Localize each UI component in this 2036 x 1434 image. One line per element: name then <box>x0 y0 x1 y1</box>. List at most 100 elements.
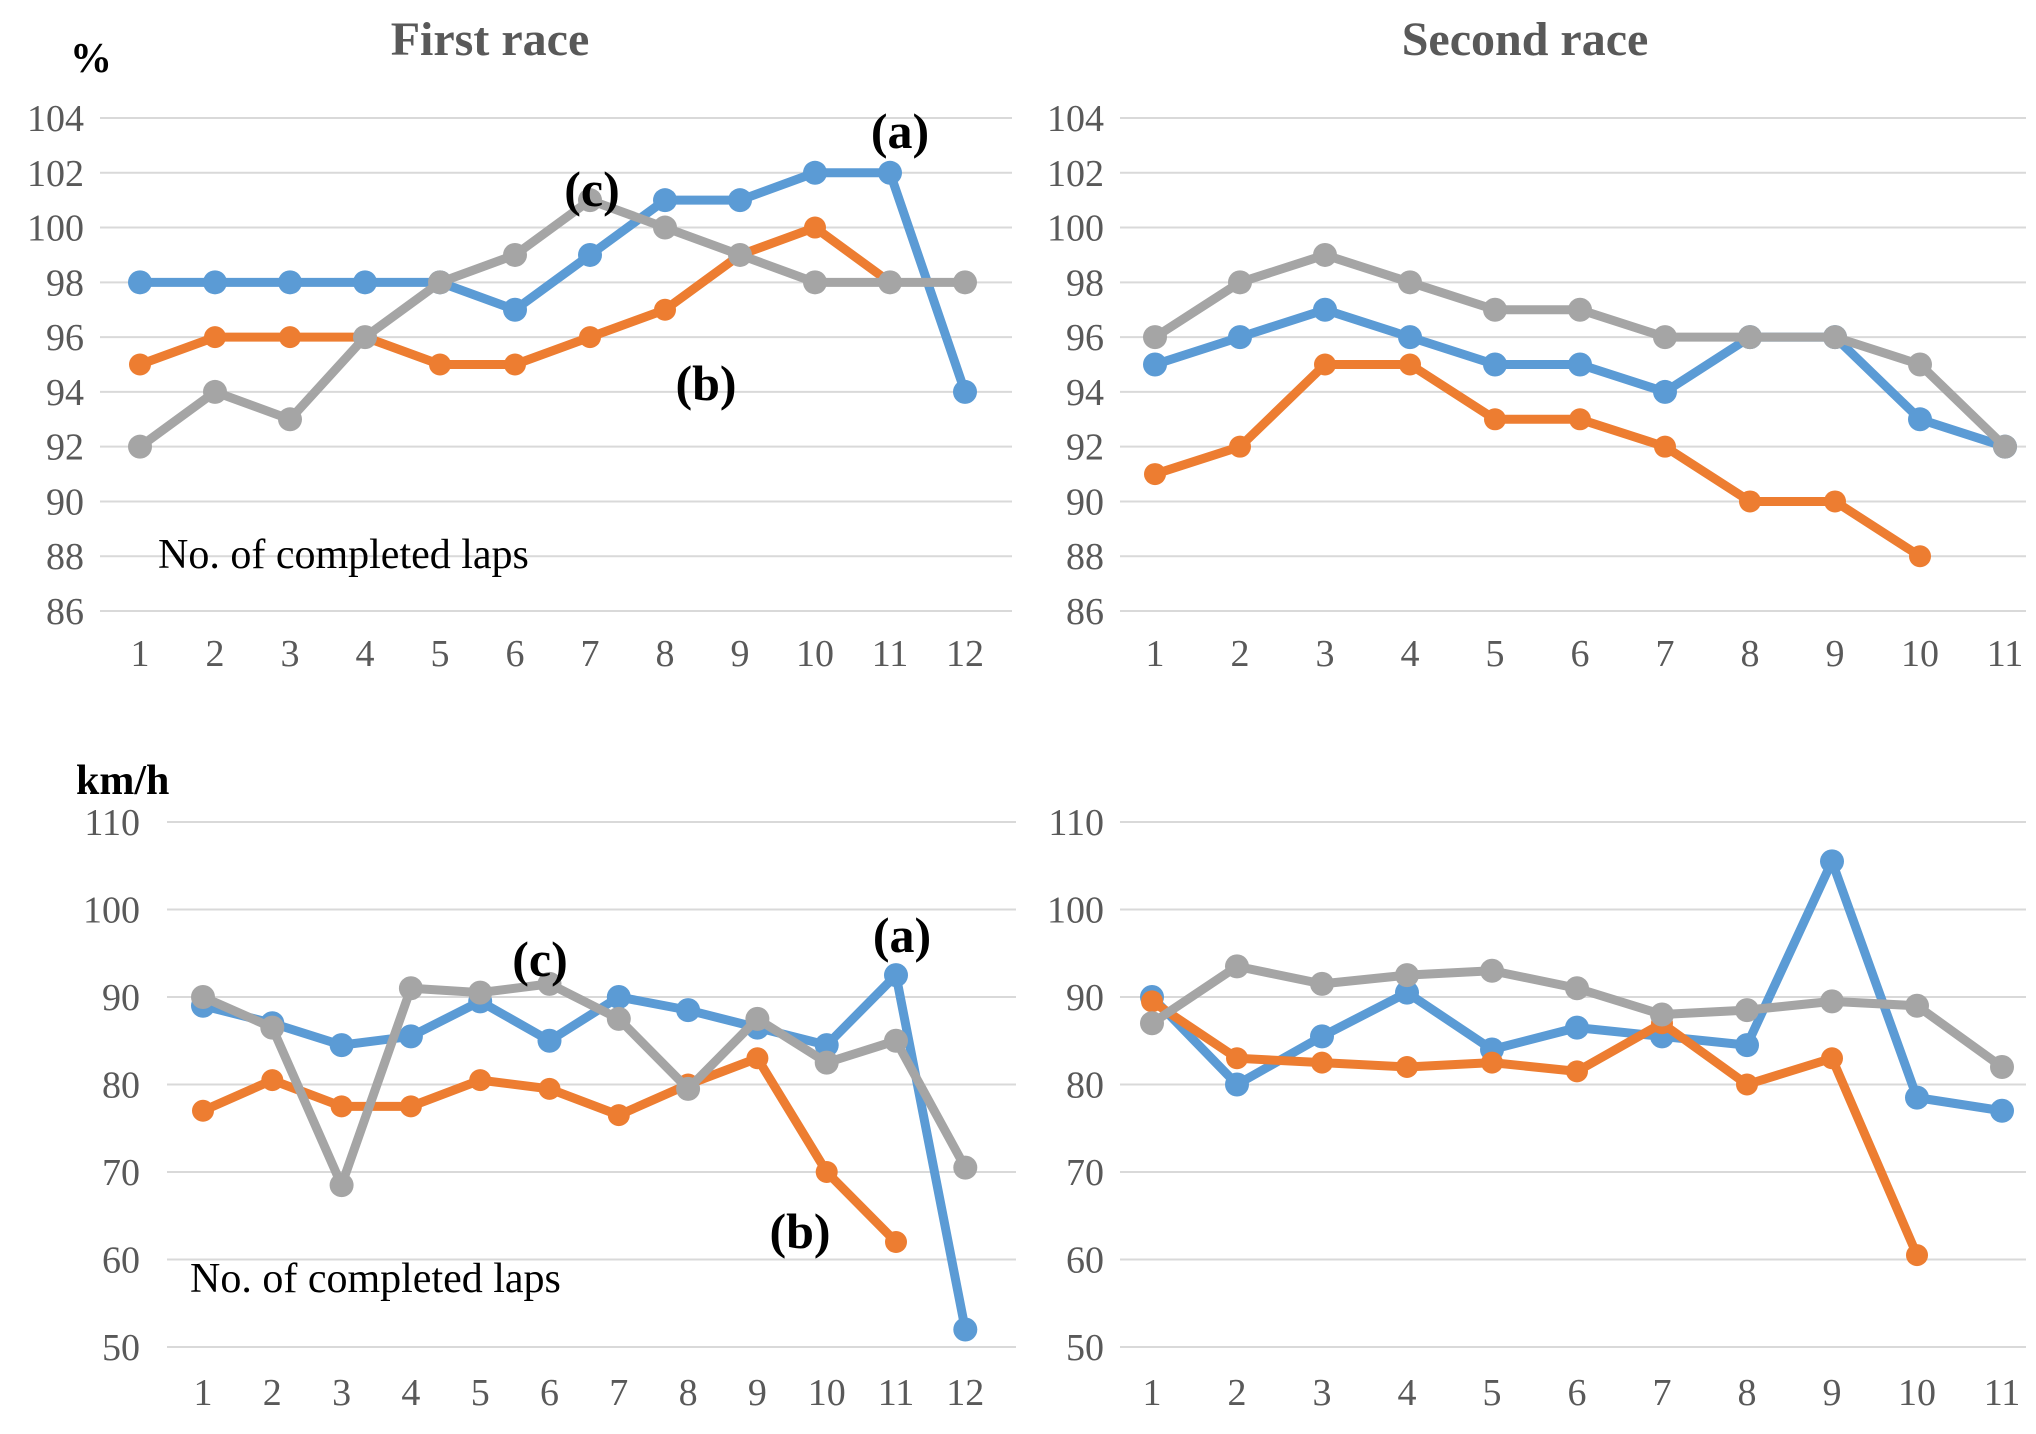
data-point <box>260 1015 285 1040</box>
x-tick-label: 3 <box>1313 1372 1332 1414</box>
x-tick-label: 3 <box>281 633 300 675</box>
data-point <box>537 971 562 996</box>
x-tick-label: 4 <box>1398 1372 1417 1414</box>
data-point <box>815 1161 838 1183</box>
data-point <box>746 1047 769 1070</box>
data-point <box>353 270 377 295</box>
data-point <box>1739 490 1761 513</box>
x-tick-label: 10 <box>1901 633 1939 675</box>
data-point <box>1228 325 1252 350</box>
y-tick-label: 104 <box>27 98 84 140</box>
y-tick-label: 104 <box>1047 98 1104 140</box>
data-point <box>814 1050 839 1075</box>
data-point <box>1909 545 1931 568</box>
series-(a)-second-race-percent <box>1143 297 2017 459</box>
data-point <box>1144 463 1166 486</box>
data-point <box>804 216 826 239</box>
x-tick-label: 1 <box>131 633 150 675</box>
data-point <box>1395 980 1419 1005</box>
data-point <box>953 1317 978 1342</box>
y-tick-label: 110 <box>1048 802 1104 844</box>
y-axis-labels-first-race-speed: 110 100 90 80 70 60 50 <box>83 802 140 1369</box>
data-point <box>1653 379 1677 404</box>
x-tick-label: 9 <box>731 633 750 675</box>
data-point <box>353 325 377 350</box>
data-point <box>537 1028 562 1053</box>
data-point <box>653 188 677 213</box>
data-point <box>1990 1098 2014 1123</box>
chart-second-race-percent: 104 102 100 98 96 94 92 90 88 86 1 2 3 4 5 6 7 8 9 10 11 <box>1047 98 2026 675</box>
y-tick-label: 96 <box>1066 317 1104 359</box>
data-point <box>279 326 301 349</box>
x-tick-label: 2 <box>1228 1372 1247 1414</box>
data-point <box>1225 954 1249 979</box>
data-point <box>1569 408 1591 431</box>
data-point <box>1313 297 1337 322</box>
data-point <box>1568 297 1592 322</box>
series-(a)-second-race-speed <box>1140 849 2014 1123</box>
gridlines-first-race-speed <box>167 821 1016 1348</box>
x-tick-label: 6 <box>1571 633 1590 675</box>
data-point <box>578 242 602 267</box>
data-point <box>606 985 631 1009</box>
gridlines-second-race-speed <box>1120 821 2026 1348</box>
data-point <box>329 1033 354 1058</box>
data-point <box>428 270 452 295</box>
data-point <box>1993 434 2017 459</box>
data-point <box>953 1155 978 1180</box>
x-tick-label: 5 <box>471 1372 490 1414</box>
data-point <box>398 1024 423 1049</box>
x-tick-label: 1 <box>1143 1372 1162 1414</box>
data-point <box>676 998 701 1023</box>
data-point <box>1905 1085 1929 1110</box>
x-axis-labels-second-race-speed: 1 2 3 4 5 6 7 8 9 10 11 <box>1143 1372 2021 1414</box>
series-annotation-(b): (b) <box>769 1203 830 1259</box>
data-point <box>1314 353 1336 376</box>
y-tick-label: 80 <box>1066 1065 1104 1107</box>
series-annotation-(a): (a) <box>873 907 931 963</box>
y-tick-label: 88 <box>1066 536 1104 578</box>
data-point <box>399 1095 422 1118</box>
x-tick-label: 10 <box>1898 1372 1936 1414</box>
y-tick-label: 90 <box>102 977 140 1019</box>
x-tick-label: 3 <box>332 1372 351 1414</box>
data-point <box>192 1099 214 1122</box>
x-axis-note-bottom-left-chart: No. of completed laps <box>190 1256 561 1302</box>
y-tick-label: 96 <box>46 317 84 359</box>
chart-second-race-speed: 110 100 90 80 70 60 50 1 2 3 4 5 6 7 8 9 10 11 <box>1047 802 2026 1414</box>
x-tick-label: 12 <box>946 1372 984 1414</box>
x-tick-label: 8 <box>679 1372 698 1414</box>
series-(a)-first-race-percent <box>128 160 977 404</box>
x-tick-label: 10 <box>808 1372 846 1414</box>
x-tick-label: 10 <box>796 633 834 675</box>
y-tick-label: 110 <box>84 802 140 844</box>
y-tick-label: 60 <box>1066 1240 1104 1282</box>
data-point <box>1143 325 1167 350</box>
x-tick-label: 11 <box>872 633 909 675</box>
x-tick-label: 6 <box>540 1372 559 1414</box>
series-(b)-second-race-speed <box>1141 990 1928 1267</box>
y-tick-label: 60 <box>102 1240 140 1282</box>
x-tick-label: 2 <box>263 1372 282 1414</box>
y-unit-label-percent: % <box>70 36 112 82</box>
data-point <box>1483 297 1507 322</box>
x-tick-label: 3 <box>1316 633 1335 675</box>
y-unit-label-kmh: km/h <box>76 758 170 804</box>
chart-title-first-race: First race <box>390 13 590 66</box>
x-tick-label: 8 <box>1738 1372 1757 1414</box>
data-point <box>1736 1073 1758 1096</box>
x-axis-labels-second-race-percent: 1 2 3 4 5 6 7 8 9 10 11 <box>1146 633 2024 675</box>
y-tick-label: 94 <box>1066 372 1104 414</box>
x-tick-label: 9 <box>748 1372 767 1414</box>
data-point <box>728 188 752 213</box>
data-point <box>1821 1047 1843 1070</box>
y-axis-labels-first-race-percent: 104 102 100 98 96 94 92 90 88 86 <box>27 98 84 633</box>
data-point <box>1310 1024 1334 1049</box>
data-point <box>191 985 215 1009</box>
x-tick-label: 11 <box>1984 1372 2021 1414</box>
data-point <box>878 160 902 185</box>
data-point <box>1905 993 1929 1018</box>
data-point <box>814 1033 839 1058</box>
data-point <box>398 976 423 1001</box>
